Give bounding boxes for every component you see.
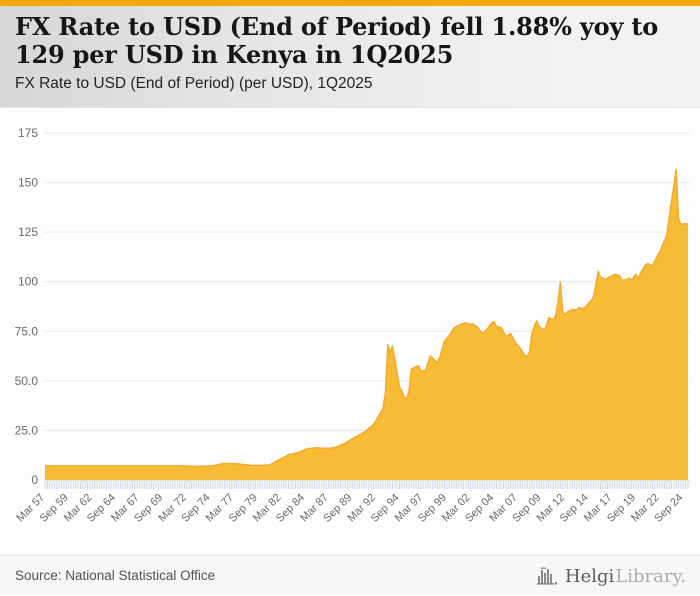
logo-text-helgi: Helgi [564,565,615,587]
svg-text:125: 125 [18,225,38,239]
logo-text-library: Library. [615,565,686,587]
chart-footer: Source: National Statistical Office Helg… [0,555,700,595]
svg-text:50.0: 50.0 [15,374,39,388]
area-series [45,168,689,480]
svg-text:0: 0 [31,473,38,487]
top-accent-bar [0,0,700,6]
chart-area: 0 25.0 50.0 75.0 100 125 150 175 Mar 57 Sep 59 Mar… [0,108,700,555]
y-axis-labels: 0 25.0 50.0 75.0 100 125 150 175 [15,126,39,487]
x-axis-ticks [44,482,689,489]
helgi-library-logo: Helgi Library. [536,565,686,587]
svg-text:25.0: 25.0 [15,423,39,437]
svg-text:75.0: 75.0 [15,324,39,338]
svg-text:150: 150 [18,176,38,190]
source-label: Source: National Statistical Office [15,568,216,583]
page-title: FX Rate to USD (End of Period) fell 1.88… [15,12,659,69]
chart-header: FX Rate to USD (End of Period) fell 1.88… [0,6,700,108]
svg-text:175: 175 [18,126,38,140]
page-subtitle: FX Rate to USD (End of Period) (per USD)… [15,74,373,92]
svg-text:100: 100 [18,275,38,289]
bar-chart-skyline-icon [536,567,557,585]
